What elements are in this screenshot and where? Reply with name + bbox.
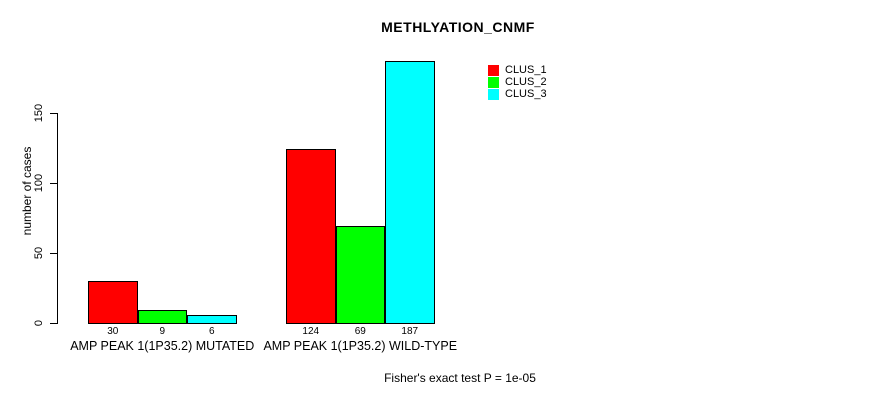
bar-clus_1-group2 — [286, 149, 336, 324]
y-axis-tick — [50, 253, 57, 254]
y-axis-tick-label: 0 — [33, 319, 45, 327]
legend-swatch-clus_2 — [488, 77, 499, 88]
bar-value-label: 187 — [401, 326, 419, 337]
bar-value-label: 6 — [208, 326, 215, 337]
bar-clus_1-group1 — [88, 281, 138, 324]
bar-clus_2-group1 — [137, 310, 187, 324]
bar-value-label: 9 — [159, 326, 166, 337]
bar-clus_3-group1 — [187, 315, 237, 324]
legend-swatch-clus_3 — [488, 89, 499, 100]
y-axis-tick-label: 50 — [33, 246, 45, 260]
legend-label-clus_1: CLUS_1 — [505, 64, 547, 76]
y-axis-tick — [50, 323, 57, 324]
y-axis-line — [57, 113, 58, 324]
legend-label-clus_2: CLUS_2 — [505, 76, 547, 88]
x-axis-category-label: AMP PEAK 1(1P35.2) MUTATED — [70, 339, 255, 353]
annotation-text: Fisher's exact test P = 1e-05 — [384, 371, 536, 385]
bar-value-label: 30 — [107, 326, 119, 337]
y-axis-tick — [50, 183, 57, 184]
bar-value-label: 69 — [354, 326, 366, 337]
legend-label-clus_3: CLUS_3 — [505, 88, 547, 100]
legend-swatch-clus_1 — [488, 65, 499, 76]
bar-value-label: 124 — [302, 326, 320, 337]
y-axis-tick — [50, 113, 57, 114]
chart-title: METHLYATION_CNMF — [381, 19, 535, 35]
bar-clus_2-group2 — [335, 226, 385, 324]
y-axis-label: number of cases — [20, 146, 34, 236]
y-axis-tick-label: 150 — [33, 103, 45, 123]
y-axis-tick-label: 100 — [33, 173, 45, 193]
x-axis-category-label: AMP PEAK 1(1P35.2) WILD-TYPE — [263, 339, 458, 353]
bar-clus_3-group2 — [385, 61, 435, 324]
